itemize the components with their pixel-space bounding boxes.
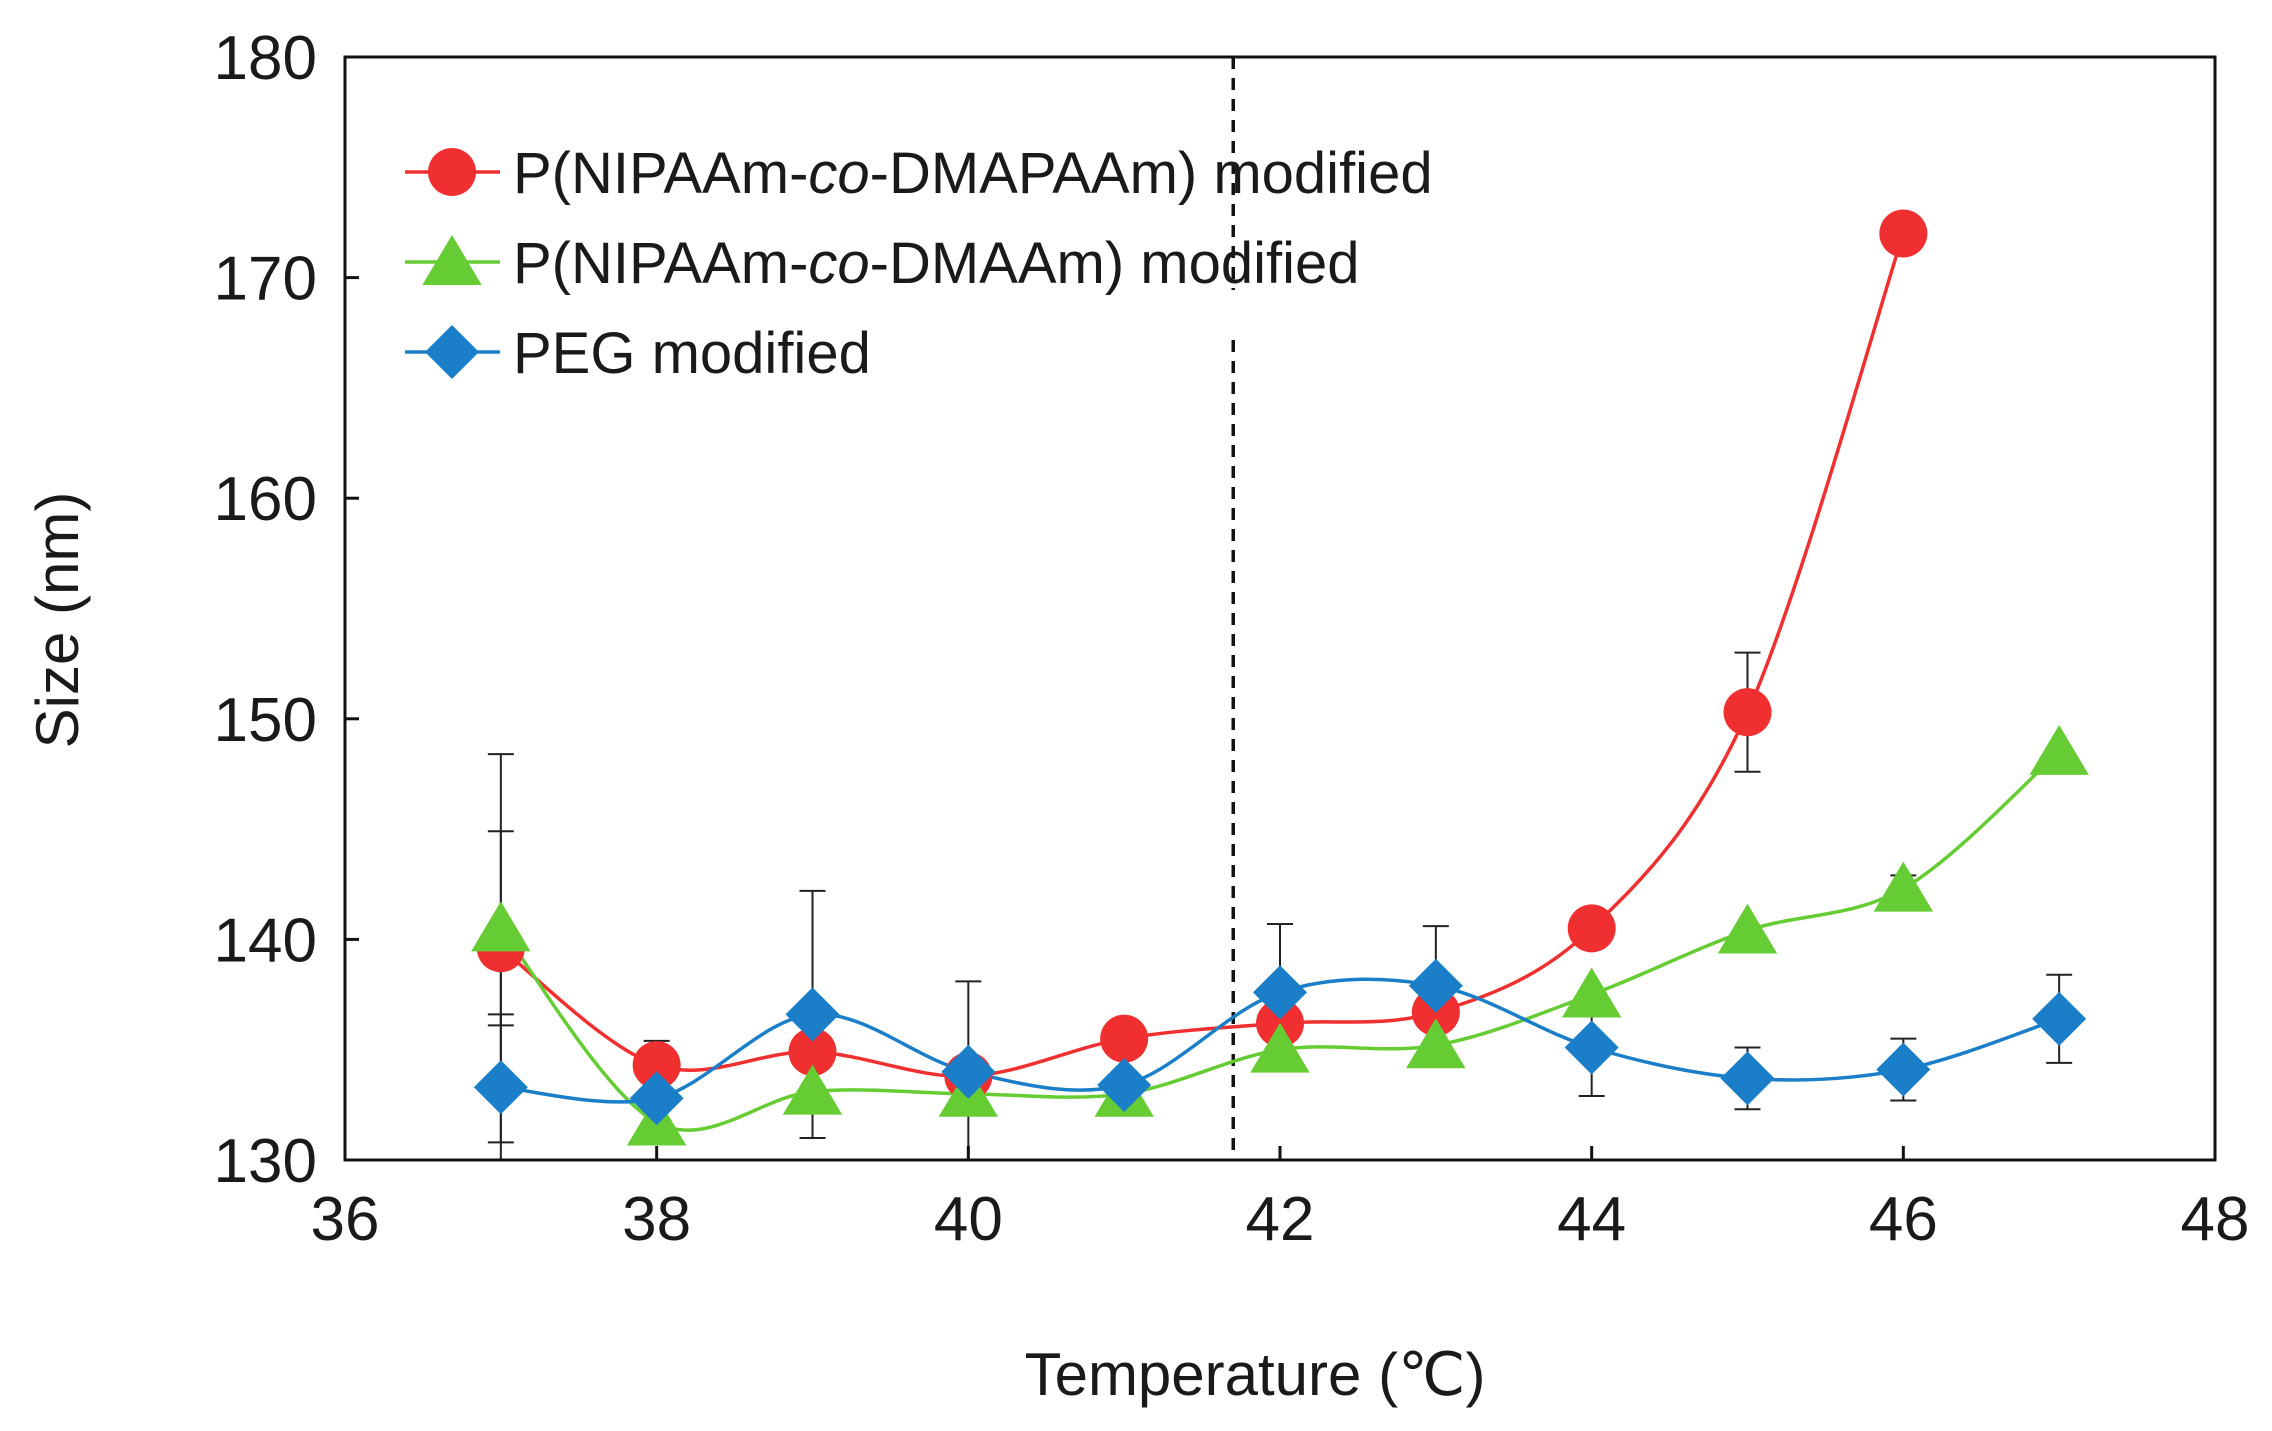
y-tick-label: 170 bbox=[214, 245, 317, 314]
x-tick-label: 46 bbox=[1869, 1185, 1938, 1254]
y-tick-label: 160 bbox=[214, 465, 317, 534]
axes: 36 38 40 42 44 46 48 130 140 150 160 170 180 bbox=[214, 24, 2250, 1254]
series-1-marker bbox=[1406, 1018, 1466, 1069]
x-tick-label: 36 bbox=[311, 1185, 380, 1254]
series-2-marker bbox=[941, 1044, 996, 1099]
series-1-marker bbox=[1717, 903, 1778, 954]
series-2-marker bbox=[1564, 1020, 1619, 1075]
series-0-marker bbox=[1879, 209, 1928, 258]
series-0-marker bbox=[1100, 1014, 1149, 1063]
y-axis-label: Size (nm) bbox=[24, 492, 91, 749]
y-tick-label: 140 bbox=[214, 906, 317, 975]
y-tick-label: 180 bbox=[214, 24, 317, 93]
series-2-marker bbox=[2032, 991, 2087, 1046]
series-2-marker bbox=[1408, 958, 1463, 1013]
series-0-marker bbox=[1723, 688, 1772, 737]
series-1-marker bbox=[1873, 861, 1934, 912]
legend-label-2: PEG modified bbox=[513, 321, 871, 386]
legend-marker-1 bbox=[422, 235, 482, 285]
y-tick-label: 150 bbox=[214, 686, 317, 755]
series-2-marker bbox=[1720, 1051, 1775, 1106]
series-2-marker bbox=[1253, 965, 1307, 1020]
series-1-marker bbox=[782, 1064, 843, 1115]
series-2-marker bbox=[1097, 1057, 1152, 1112]
x-tick-label: 42 bbox=[1246, 1185, 1315, 1254]
series-1-marker bbox=[1250, 1022, 1310, 1073]
series-0-marker bbox=[1567, 904, 1616, 953]
y-tick-label: 130 bbox=[214, 1127, 317, 1196]
series-0-marker bbox=[788, 1027, 837, 1076]
series-0-marker bbox=[632, 1041, 681, 1090]
legend-marker-2 bbox=[425, 325, 479, 379]
x-tick-label: 44 bbox=[1557, 1185, 1626, 1254]
legend-label-1: P(NIPAAm-co-DMAAm) modified bbox=[513, 231, 1360, 296]
legend-label-0: P(NIPAAm-co-DMAPAAm) modified bbox=[513, 141, 1433, 206]
x-axis-label: Temperature (℃) bbox=[1025, 1341, 1486, 1408]
series-2-marker bbox=[473, 1060, 528, 1115]
legend: P(NIPAAm-co-DMAPAAm) modified P(NIPAAm-co… bbox=[405, 141, 1433, 386]
x-tick-label: 38 bbox=[622, 1185, 691, 1254]
series-1-marker bbox=[1561, 967, 1622, 1018]
series-2-marker bbox=[785, 987, 840, 1042]
error-bars bbox=[487, 651, 2073, 1161]
series-2-marker bbox=[629, 1071, 684, 1126]
x-tick-label: 40 bbox=[934, 1185, 1003, 1254]
series-2-marker bbox=[1876, 1042, 1931, 1097]
series-1-marker bbox=[471, 901, 531, 952]
legend-marker-0 bbox=[428, 148, 476, 196]
x-tick-label: 48 bbox=[2181, 1185, 2250, 1254]
series-1-marker bbox=[2029, 724, 2089, 775]
series-markers bbox=[471, 209, 2089, 1146]
